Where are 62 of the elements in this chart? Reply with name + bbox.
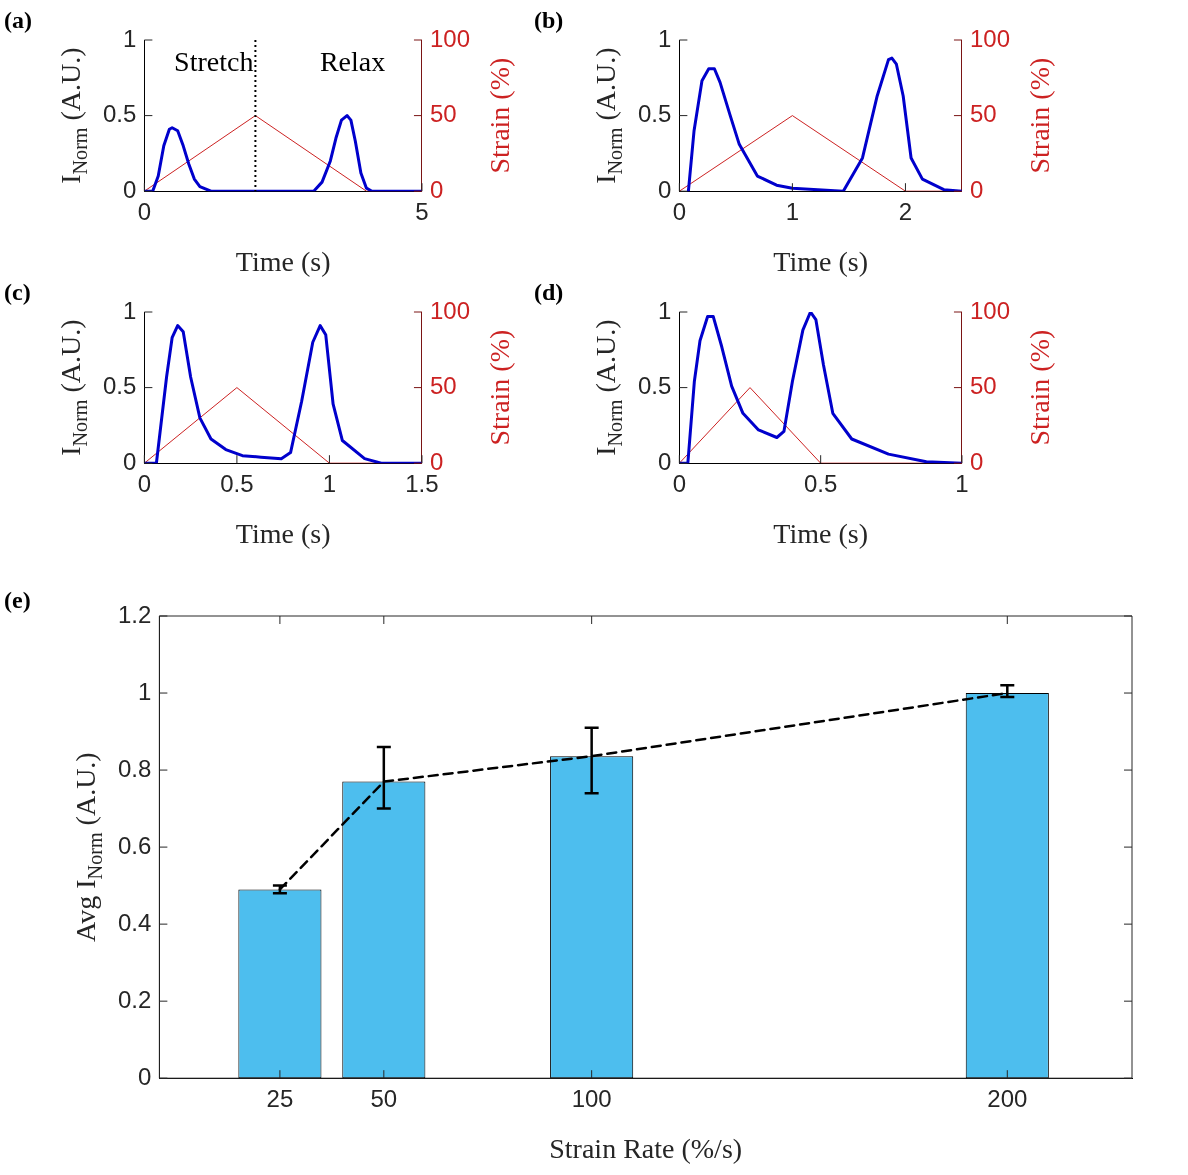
y2-axis-title: Strain (%) [484, 329, 516, 446]
y-tick-label: 0.5 [102, 372, 137, 400]
y-tick-label: 0.5 [637, 100, 672, 128]
y-tick-label: 0.8 [117, 754, 152, 782]
x-tick-label: 0.5 [803, 470, 838, 498]
chart-title: (e) [4, 587, 31, 614]
annotation: Relax [319, 46, 386, 78]
y-tick-label: 1.2 [117, 600, 152, 628]
x-tick-label: 50 [370, 1085, 398, 1113]
x-axis-title: Strain Rate (%/s) [549, 1132, 743, 1164]
x-tick-label: 1 [955, 470, 969, 498]
y2-axis-title: Strain (%) [1024, 329, 1056, 446]
y-tick-label: 0 [658, 175, 672, 203]
y-tick-label: 0.5 [102, 100, 137, 128]
annotation: Stretch [174, 46, 254, 78]
y2-tick-label: 50 [969, 100, 997, 128]
x-axis-title: Time (s) [235, 517, 331, 549]
x-tick-label: 2 [898, 198, 913, 226]
x-tick-label: 200 [987, 1085, 1028, 1113]
x-tick-label: 0.5 [220, 470, 254, 498]
y-axis-title: INorm (A.U.) [55, 319, 91, 456]
y2-tick-label: 50 [429, 372, 457, 400]
y-tick-label: 0.4 [117, 908, 152, 936]
y-axis-title: INorm (A.U.) [55, 47, 91, 184]
y2-tick-label: 100 [969, 296, 1010, 324]
y-axis-title: Avg INorm (A.U.) [70, 752, 106, 942]
y2-tick-label: 50 [429, 100, 457, 128]
y-tick-label: 1 [123, 296, 137, 324]
x-tick-label: 25 [266, 1085, 294, 1113]
chart-title: (d) [534, 279, 564, 306]
chart-title: (b) [534, 7, 564, 34]
y-tick-label: 0 [123, 175, 137, 203]
y-tick-label: 0.6 [117, 831, 152, 859]
y-tick-label: 0 [138, 1062, 152, 1090]
y-tick-label: 1 [123, 24, 137, 52]
y2-axis-title: Strain (%) [1024, 57, 1056, 174]
chart-title: (c) [4, 279, 31, 306]
x-tick-label: 5 [415, 198, 429, 226]
y2-tick-label: 0 [969, 447, 984, 475]
y-tick-label: 0.5 [637, 372, 672, 400]
x-axis-title: Time (s) [773, 517, 868, 549]
y2-tick-label: 0 [969, 175, 984, 203]
x-axis-title: Time (s) [235, 245, 331, 277]
chart-title: (a) [4, 7, 32, 34]
x-tick-label: 100 [571, 1085, 612, 1113]
y-axis-title: INorm (A.U.) [590, 319, 626, 456]
y2-tick-label: 100 [969, 24, 1010, 52]
y-tick-label: 0 [658, 447, 672, 475]
y2-tick-label: 100 [429, 24, 470, 52]
y2-tick-label: 0 [429, 175, 444, 203]
x-axis-title: Time (s) [773, 245, 868, 277]
x-tick-label: 1 [322, 470, 337, 498]
y-tick-label: 1 [658, 24, 672, 52]
y2-tick-label: 100 [429, 296, 470, 324]
y-tick-label: 1 [138, 677, 152, 705]
y-axis-title: INorm (A.U.) [590, 47, 626, 184]
x-tick-label: 1 [785, 198, 800, 226]
y2-axis-title: Strain (%) [484, 57, 516, 174]
y-tick-label: 0.2 [117, 985, 152, 1013]
y-tick-label: 0 [123, 447, 137, 475]
y2-tick-label: 50 [969, 372, 997, 400]
y-tick-label: 1 [658, 296, 672, 324]
